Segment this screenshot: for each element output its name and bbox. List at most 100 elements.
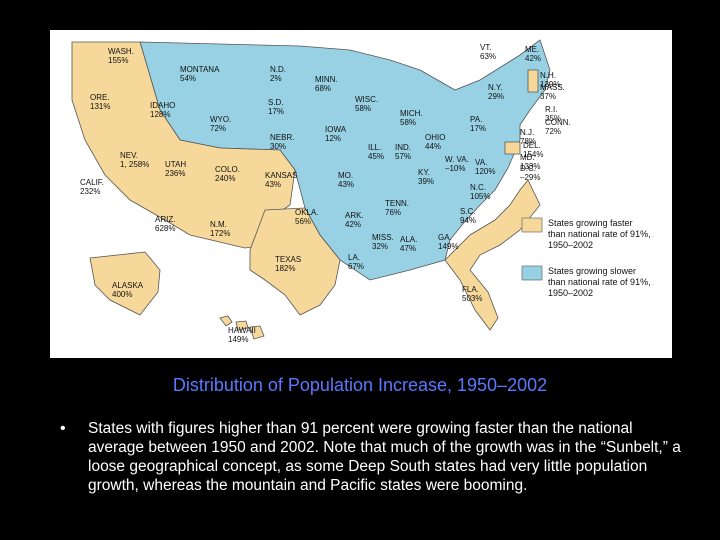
state-label-iowa: IOWA bbox=[325, 125, 347, 134]
state-value-md: 133% bbox=[520, 162, 540, 171]
state-label-colo: COLO. bbox=[215, 165, 240, 174]
state-value-colo: 240% bbox=[215, 174, 235, 183]
state-label-ore: ORE. bbox=[90, 93, 110, 102]
state-value-nev: 1, 258% bbox=[120, 160, 149, 169]
state-label-ohio: OHIO bbox=[425, 133, 445, 142]
state-value-ind: 57% bbox=[395, 152, 411, 161]
state-value-conn: 72% bbox=[545, 127, 561, 136]
state-label-wva: W. VA. bbox=[445, 155, 469, 164]
state-value-mass: 37% bbox=[540, 92, 556, 101]
state-value-sc: 94% bbox=[460, 216, 476, 225]
state-label-dc: D.C. bbox=[520, 164, 536, 173]
state-value-sd: 17% bbox=[268, 107, 284, 116]
state-label-sd: S.D. bbox=[268, 98, 284, 107]
state-label-mass: MASS. bbox=[540, 83, 565, 92]
state-value-ky: 39% bbox=[418, 177, 434, 186]
bullet-text: States with figures higher than 91 perce… bbox=[88, 420, 681, 494]
state-value-ri: 35% bbox=[545, 114, 561, 123]
state-label-texas: TEXAS bbox=[275, 255, 301, 264]
state-value-alaska: 400% bbox=[112, 290, 132, 299]
state-label-nev: NEV. bbox=[120, 151, 138, 160]
bullet-marker: • bbox=[60, 420, 66, 437]
state-label-nc: N.C. bbox=[470, 183, 486, 192]
state-value-wva: –10% bbox=[445, 164, 465, 173]
state-label-del: DEL. bbox=[523, 141, 541, 150]
state-value-mich: 58% bbox=[400, 118, 416, 127]
map-caption: Distribution of Population Increase, 195… bbox=[172, 375, 548, 395]
state-value-okla: 56% bbox=[295, 217, 311, 226]
state-value-nj: 78% bbox=[520, 137, 536, 146]
state-value-me: 42% bbox=[525, 54, 541, 63]
state-label-montana: MONTANA bbox=[180, 65, 220, 74]
state-label-idaho: IDAHO bbox=[150, 101, 175, 110]
state-value-ohio: 44% bbox=[425, 142, 441, 151]
state-value-ariz: 628% bbox=[155, 224, 175, 233]
state-label-alaska: ALASKA bbox=[112, 281, 144, 290]
state-label-ri: R.I. bbox=[545, 105, 557, 114]
state-labels: WASH.155% ORE.131% CALIF.232% NEV.1, 258% ID… bbox=[80, 43, 571, 344]
state-label-mich: MICH. bbox=[400, 109, 423, 118]
state-value-del: 154% bbox=[523, 150, 543, 159]
state-label-la: LA. bbox=[348, 253, 360, 262]
state-label-nd: N.D. bbox=[270, 65, 286, 74]
state-value-ala: 47% bbox=[400, 244, 416, 253]
state-label-calif: CALIF. bbox=[80, 178, 104, 187]
state-label-ny: N.Y. bbox=[488, 83, 503, 92]
legend: States growing faster than national rate… bbox=[521, 217, 651, 298]
state-label-pa: PA. bbox=[470, 115, 482, 124]
state-label-ariz: ARIZ. bbox=[155, 215, 175, 224]
state-label-va: VA. bbox=[475, 158, 487, 167]
legend-faster-line2: than national rate of 91%, bbox=[548, 229, 651, 239]
state-value-wisc: 58% bbox=[355, 104, 371, 113]
legend-swatch-slower bbox=[521, 265, 543, 281]
state-label-nm: N.M. bbox=[210, 220, 227, 229]
state-value-texas: 182% bbox=[275, 264, 295, 273]
state-label-utah: UTAH bbox=[165, 160, 186, 169]
state-label-ky: KY. bbox=[418, 168, 430, 177]
us-population-map: WASH.155% ORE.131% CALIF.232% NEV.1, 258% ID… bbox=[71, 39, 651, 344]
state-label-vt: VT. bbox=[480, 43, 492, 52]
state-label-ill: ILL. bbox=[368, 143, 381, 152]
state-value-wash: 155% bbox=[108, 56, 128, 65]
state-value-mo: 43% bbox=[338, 180, 354, 189]
state-value-nebr: 30% bbox=[270, 142, 286, 151]
state-value-ore: 131% bbox=[90, 102, 110, 111]
state-value-la: 67% bbox=[348, 262, 364, 271]
state-label-ark: ARK. bbox=[345, 211, 364, 220]
state-value-vt: 63% bbox=[480, 52, 496, 61]
state-value-kansas: 43% bbox=[265, 180, 281, 189]
state-label-ind: IND. bbox=[395, 143, 411, 152]
state-value-minn: 68% bbox=[315, 84, 331, 93]
state-value-nh: 139% bbox=[540, 80, 560, 89]
state-label-miss: MISS. bbox=[372, 233, 394, 242]
state-value-va: 120% bbox=[475, 167, 495, 176]
state-value-nc: 105% bbox=[470, 192, 490, 201]
state-label-nh: N.H. bbox=[540, 71, 556, 80]
state-value-nm: 172% bbox=[210, 229, 230, 238]
map-panel: WASH. 155% ORE. 131% CALIF. 232% NEV. 1, 258% ID… bbox=[50, 30, 672, 358]
state-value-fla: 503% bbox=[462, 294, 482, 303]
legend-slower-line2: than national rate of 91%, bbox=[548, 277, 651, 287]
state-value-pa: 17% bbox=[470, 124, 486, 133]
state-value-ark: 42% bbox=[345, 220, 361, 229]
state-label-wash: WASH. bbox=[108, 47, 134, 56]
state-value-miss: 32% bbox=[372, 242, 388, 251]
state-value-wyo: 72% bbox=[210, 124, 226, 133]
state-value-idaho: 128% bbox=[150, 110, 170, 119]
state-value-nd: 2% bbox=[270, 74, 282, 83]
state-label-tenn: TENN. bbox=[385, 199, 409, 208]
state-value-utah: 236% bbox=[165, 169, 185, 178]
state-value-ny: 29% bbox=[488, 92, 504, 101]
state-label-ga: GA. bbox=[438, 233, 452, 242]
state-value-montana: 54% bbox=[180, 74, 196, 83]
state-label-sc: S.C. bbox=[460, 207, 476, 216]
state-value-tenn: 76% bbox=[385, 208, 401, 217]
state-value-hawaii: 149% bbox=[228, 335, 248, 344]
state-label-kansas: KANSAS bbox=[265, 171, 297, 180]
state-label-me: ME. bbox=[525, 45, 539, 54]
state-label-ala: ALA. bbox=[400, 235, 417, 244]
legend-swatch-faster bbox=[521, 217, 543, 233]
state-label-fla: FLA. bbox=[462, 285, 479, 294]
state-value-calif: 232% bbox=[80, 187, 100, 196]
state-value-iowa: 12% bbox=[325, 134, 341, 143]
